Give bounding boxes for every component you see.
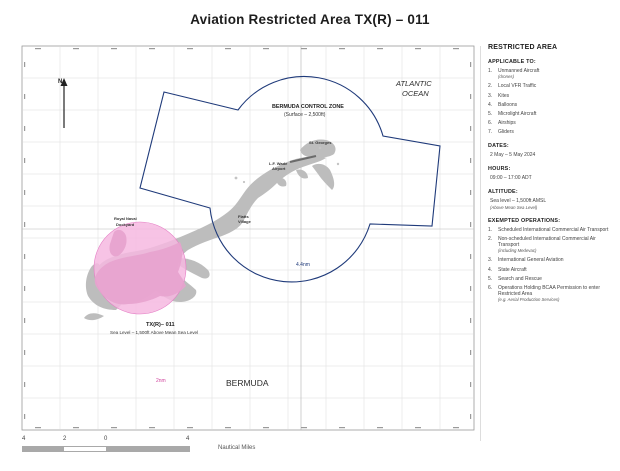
- list-item: 2. Local VFR Traffic: [488, 83, 537, 90]
- scale-label: 4: [186, 436, 190, 442]
- restricted-area-label: TX(R)– 011: [146, 322, 175, 328]
- scale-units: Nautical Miles: [218, 445, 256, 451]
- list-item: 2. Non-scheduled International Commercia…: [488, 235, 596, 254]
- scale-segment: [64, 446, 106, 452]
- control-zone-sub: (Surface – 2,500ft): [284, 112, 326, 118]
- control-zone-title: BERMUDA CONTROL ZONE: [272, 104, 344, 110]
- country-label: BERMUDA: [226, 378, 269, 388]
- scale-segment: [22, 446, 64, 452]
- scale-label: 0: [104, 436, 108, 442]
- place-airport-line2: Airport: [272, 166, 286, 171]
- list-item: 4. Balloons: [488, 101, 518, 108]
- ocean-label-line1: ATLANTIC: [395, 79, 432, 88]
- panel-divider: [480, 46, 481, 441]
- map-title: Aviation Restricted Area TX(R) – 011: [190, 12, 430, 27]
- exempted-list: 1. Scheduled International Commercial Ai…: [488, 227, 618, 304]
- scale-label: 2: [63, 436, 67, 442]
- list-item: 4. State Aircraft: [488, 266, 527, 273]
- list-item: 3. Kites: [488, 92, 510, 99]
- place-dockyard-line2: Dockyard: [116, 222, 135, 227]
- applicable-heading: APPLICABLE TO:: [488, 59, 536, 65]
- place-dockyard-line1: Royal Naval: [114, 216, 137, 221]
- ocean-label-line2: OCEAN: [402, 89, 429, 98]
- hours-value: 09:00 – 17:00 ADT: [490, 174, 532, 181]
- list-item: 6. Operations Holding BCAA Permission to…: [488, 285, 600, 303]
- list-item: 6. Airships: [488, 120, 516, 127]
- altitude-heading: ALTITUDE:: [488, 188, 518, 195]
- coordinate-grid: [22, 46, 474, 430]
- scale-segment: [106, 446, 190, 452]
- restricted-area-land: [94, 229, 186, 305]
- altitude-value: Sea level – 1,500ft AMSL: [490, 197, 547, 204]
- panel-title: RESTRICTED AREA: [488, 44, 558, 51]
- control-zone-radius: 4.4nm: [296, 262, 310, 268]
- bermuda-control-zone: [139, 76, 441, 283]
- hours-heading: HOURS:: [488, 165, 511, 172]
- place-flatts-line1: Flatts: [238, 214, 249, 219]
- list-item: 5. Microlight Aircraft: [488, 111, 537, 118]
- restricted-area-sub: Sea Level – 1,500ft Above Mean Sea Level: [110, 330, 198, 335]
- list-item: 1. Unmanned Aircraft (drones): [488, 68, 540, 80]
- place-st-georges: St. Georges: [309, 140, 332, 145]
- north-label: N: [58, 79, 62, 85]
- list-item: 7. Gliders: [488, 129, 514, 136]
- list-item: 5. Search and Rescue: [488, 275, 542, 282]
- scale-label: 4: [22, 436, 26, 442]
- north-arrowhead: [60, 78, 68, 86]
- dates-value: 2 May – 5 May 2024: [490, 151, 536, 158]
- list-item: 3. International General Aviation: [488, 257, 564, 264]
- place-airport-line1: L.F. Wade: [269, 161, 288, 166]
- applicable-list: 1. Unmanned Aircraft (drones) 2. Local VF…: [488, 68, 618, 136]
- info-panel: RESTRICTED AREA APPLICABLE TO: 1. Unmann…: [488, 44, 618, 307]
- frame-ticks: [24, 48, 472, 429]
- list-item: 1. Scheduled International Commercial Ai…: [488, 226, 609, 233]
- airport-runway: [289, 155, 317, 163]
- dates-heading: DATES:: [488, 142, 509, 149]
- exempted-heading: EXEMPTED OPERATIONS:: [488, 217, 561, 224]
- place-flatts-line2: Village: [238, 219, 252, 224]
- altitude-note: (Above Mean Sea Level): [490, 204, 538, 210]
- restricted-area-radius: 2nm: [156, 378, 166, 384]
